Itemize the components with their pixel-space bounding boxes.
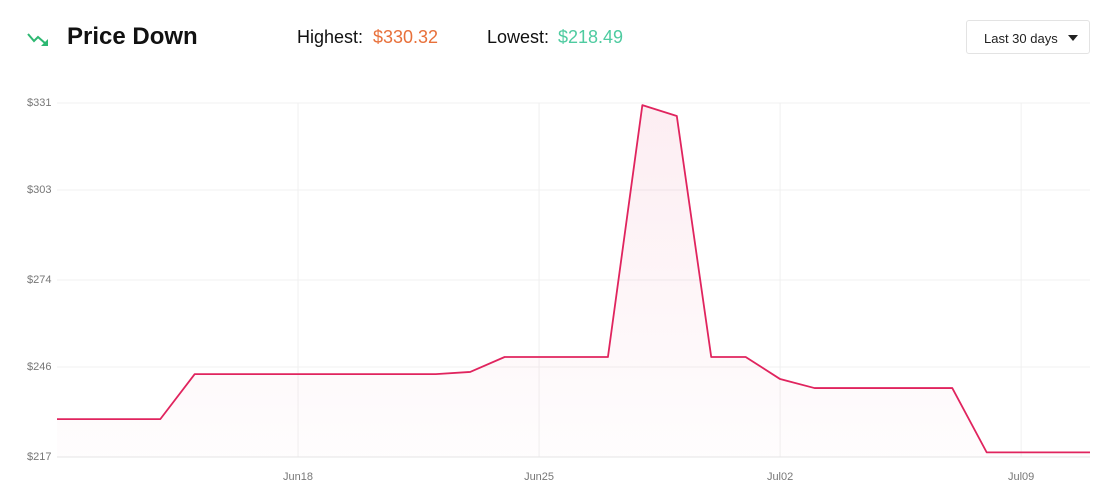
lowest-value: $218.49 (558, 27, 624, 47)
highest-label: Highest: (297, 27, 364, 47)
price-area (57, 105, 1090, 458)
y-tick-label: $246 (27, 361, 51, 373)
trend-icon (27, 33, 48, 46)
range-text[interactable]: Last 30 days (984, 31, 1058, 46)
price-line (57, 104, 1090, 454)
x-tick-label: Jun25 (524, 471, 554, 483)
title: Price Down (67, 23, 198, 50)
highest-value: $330.32 (373, 27, 439, 47)
y-tick-label: $303 (27, 184, 51, 196)
y-tick-label: $331 (27, 97, 51, 109)
header: Price Down Highest: $330.32 Lowest: $218… (0, 0, 1119, 75)
y-tick-label: $274 (27, 274, 51, 286)
x-tick-label: Jul09 (1008, 471, 1034, 483)
x-tick-label: Jun18 (283, 471, 313, 483)
dropdown-caret[interactable] (1068, 35, 1078, 41)
lowest-label: Lowest: (487, 27, 550, 47)
x-tick-label: Jul02 (767, 471, 793, 483)
range-dropdown[interactable]: Last 30 days (966, 20, 1090, 54)
y-tick-label: $217 (27, 451, 51, 463)
